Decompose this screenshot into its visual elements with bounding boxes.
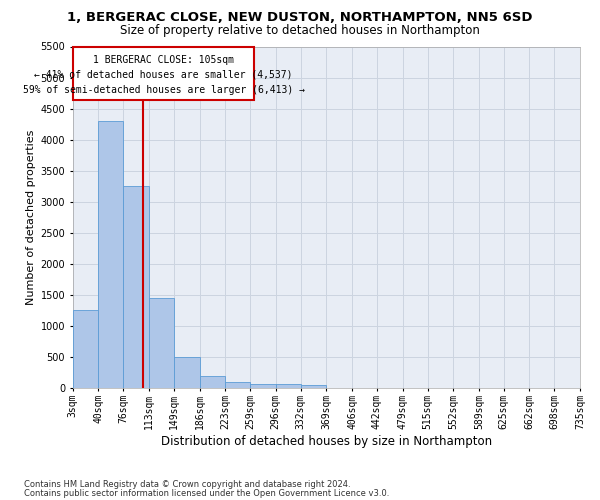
Bar	[225, 382, 250, 388]
Text: Contains HM Land Registry data © Crown copyright and database right 2024.: Contains HM Land Registry data © Crown c…	[24, 480, 350, 489]
X-axis label: Distribution of detached houses by size in Northampton: Distribution of detached houses by size …	[161, 434, 492, 448]
Bar	[73, 310, 98, 388]
Text: 59% of semi-detached houses are larger (6,413) →: 59% of semi-detached houses are larger (…	[23, 84, 305, 94]
Bar	[301, 384, 326, 388]
Bar	[200, 376, 225, 388]
Bar	[124, 186, 149, 388]
Bar	[276, 384, 301, 388]
Bar	[149, 298, 174, 388]
FancyBboxPatch shape	[73, 47, 254, 100]
Bar	[250, 384, 276, 388]
Text: 1, BERGERAC CLOSE, NEW DUSTON, NORTHAMPTON, NN5 6SD: 1, BERGERAC CLOSE, NEW DUSTON, NORTHAMPT…	[67, 11, 533, 24]
Text: 1 BERGERAC CLOSE: 105sqm: 1 BERGERAC CLOSE: 105sqm	[93, 54, 234, 64]
Text: Size of property relative to detached houses in Northampton: Size of property relative to detached ho…	[120, 24, 480, 37]
Bar	[174, 357, 200, 388]
Text: ← 41% of detached houses are smaller (4,537): ← 41% of detached houses are smaller (4,…	[34, 70, 293, 80]
Text: Contains public sector information licensed under the Open Government Licence v3: Contains public sector information licen…	[24, 488, 389, 498]
Bar	[98, 121, 124, 388]
Y-axis label: Number of detached properties: Number of detached properties	[26, 130, 36, 305]
